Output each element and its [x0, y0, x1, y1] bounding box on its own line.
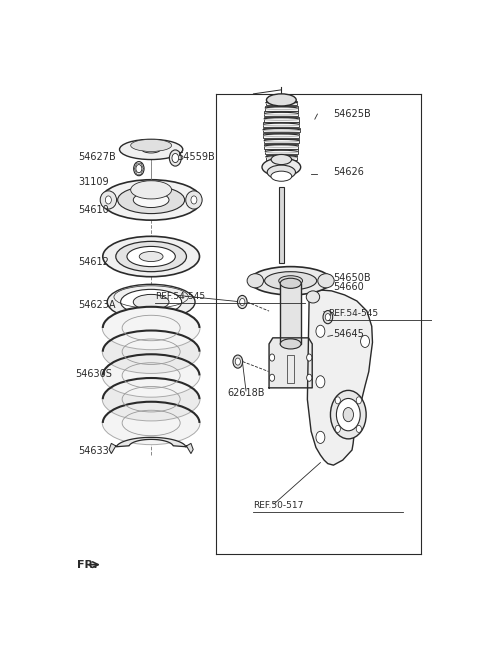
- Ellipse shape: [271, 171, 292, 181]
- Circle shape: [106, 196, 111, 204]
- Circle shape: [172, 154, 179, 163]
- Ellipse shape: [131, 139, 172, 152]
- Ellipse shape: [267, 165, 296, 179]
- Circle shape: [316, 376, 325, 388]
- Text: 54626: 54626: [334, 167, 364, 177]
- Ellipse shape: [279, 276, 302, 286]
- Ellipse shape: [271, 155, 291, 165]
- Text: FR.: FR.: [77, 560, 97, 569]
- Ellipse shape: [142, 146, 160, 153]
- Circle shape: [343, 407, 353, 422]
- Polygon shape: [307, 290, 372, 465]
- Ellipse shape: [120, 139, 183, 159]
- Ellipse shape: [133, 192, 169, 207]
- Circle shape: [269, 374, 275, 381]
- Ellipse shape: [186, 191, 202, 209]
- Bar: [265, 100, 297, 106]
- Ellipse shape: [247, 274, 264, 288]
- Circle shape: [191, 196, 197, 204]
- Bar: [264, 144, 298, 149]
- Text: 54623A: 54623A: [79, 300, 116, 310]
- Ellipse shape: [139, 251, 163, 262]
- Circle shape: [335, 425, 340, 432]
- Circle shape: [235, 358, 240, 365]
- Ellipse shape: [264, 272, 317, 290]
- Circle shape: [269, 354, 275, 361]
- Circle shape: [240, 298, 245, 306]
- Polygon shape: [269, 338, 312, 388]
- Bar: [264, 133, 300, 138]
- Ellipse shape: [127, 247, 175, 266]
- Polygon shape: [186, 443, 193, 453]
- Circle shape: [136, 165, 142, 173]
- Ellipse shape: [101, 180, 202, 220]
- Bar: [265, 106, 298, 111]
- Bar: [264, 112, 298, 116]
- Polygon shape: [116, 438, 186, 447]
- Ellipse shape: [318, 274, 334, 288]
- Ellipse shape: [100, 191, 117, 209]
- Circle shape: [169, 150, 181, 166]
- Circle shape: [233, 355, 243, 368]
- Text: REF.50-517: REF.50-517: [253, 501, 304, 510]
- Circle shape: [316, 431, 325, 443]
- Text: 54559B: 54559B: [177, 152, 215, 162]
- Bar: [264, 117, 299, 121]
- Ellipse shape: [116, 241, 186, 272]
- Text: 31109: 31109: [79, 177, 109, 187]
- Circle shape: [360, 335, 370, 348]
- Polygon shape: [109, 443, 116, 453]
- Bar: [287, 355, 294, 383]
- Circle shape: [307, 374, 312, 381]
- Ellipse shape: [103, 307, 200, 349]
- Text: 54610: 54610: [79, 205, 109, 215]
- Ellipse shape: [118, 186, 185, 214]
- Ellipse shape: [103, 378, 200, 420]
- Circle shape: [238, 295, 247, 308]
- Bar: [265, 150, 298, 154]
- Ellipse shape: [280, 339, 301, 349]
- Circle shape: [325, 314, 330, 321]
- Text: 54627B: 54627B: [79, 152, 116, 162]
- Circle shape: [356, 397, 361, 404]
- Ellipse shape: [133, 295, 169, 310]
- Ellipse shape: [120, 289, 181, 315]
- Ellipse shape: [103, 236, 200, 277]
- Text: REF.54-545: REF.54-545: [155, 293, 205, 301]
- Bar: [279, 188, 284, 263]
- Circle shape: [323, 310, 333, 323]
- Ellipse shape: [107, 284, 195, 319]
- Bar: [264, 122, 300, 127]
- Circle shape: [335, 397, 340, 404]
- Text: 54645: 54645: [334, 329, 364, 338]
- Circle shape: [316, 325, 325, 337]
- Text: 54633: 54633: [79, 447, 109, 457]
- Circle shape: [356, 425, 361, 432]
- Text: 54650B: 54650B: [334, 274, 371, 283]
- Circle shape: [336, 398, 360, 431]
- Bar: [280, 283, 301, 344]
- Ellipse shape: [280, 278, 301, 289]
- Ellipse shape: [103, 401, 200, 444]
- Ellipse shape: [266, 94, 296, 106]
- Circle shape: [330, 390, 366, 439]
- Text: 54625B: 54625B: [334, 109, 371, 119]
- Ellipse shape: [103, 354, 200, 397]
- Bar: [264, 138, 299, 143]
- Ellipse shape: [250, 266, 332, 295]
- Ellipse shape: [131, 181, 172, 199]
- Text: 62618B: 62618B: [228, 388, 265, 398]
- Text: 54660: 54660: [334, 282, 364, 292]
- Ellipse shape: [262, 158, 300, 176]
- Ellipse shape: [103, 331, 200, 373]
- Circle shape: [133, 161, 144, 176]
- Text: 54612: 54612: [79, 256, 109, 266]
- Text: 54630S: 54630S: [75, 369, 112, 379]
- Ellipse shape: [306, 291, 320, 303]
- Text: REF.54-545: REF.54-545: [328, 309, 378, 318]
- Bar: [263, 128, 300, 133]
- Bar: [265, 155, 297, 159]
- Circle shape: [307, 354, 312, 361]
